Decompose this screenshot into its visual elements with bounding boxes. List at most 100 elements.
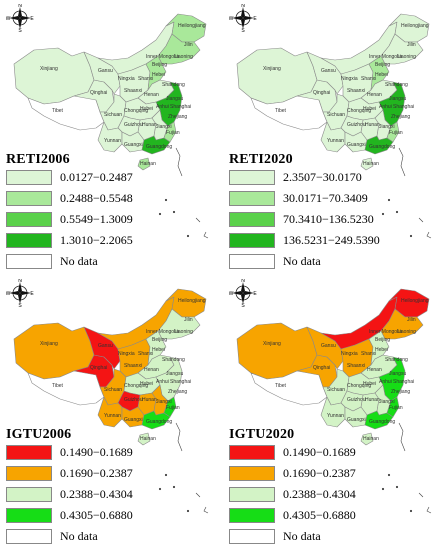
legend-label: 0.2388−0.4304 [283, 487, 356, 501]
region-jilin-liaoning [157, 33, 201, 65]
label-shanghai: Shanghai [393, 379, 414, 385]
label-tibet: Tibet [275, 383, 287, 389]
label-gansu: Gansu [98, 343, 113, 349]
label-guangdong: Guangdong [369, 419, 395, 425]
label-ningxia: Ningxia [118, 76, 135, 82]
label-tibet: Tibet [52, 383, 64, 389]
label-hunan: Hunan [142, 397, 157, 403]
label-jiangsu: Jiangsu [389, 96, 406, 102]
label-anhui: Anhui [379, 104, 392, 110]
legend-swatch [229, 466, 275, 481]
label-liaoning: Liaoning [397, 54, 416, 60]
label-hunan: Hunan [365, 397, 380, 403]
region-jilin-liaoning [380, 308, 424, 340]
legend-swatch [6, 466, 52, 481]
label-xinjiang: Xinjiang [40, 341, 58, 347]
legend-swatch [229, 487, 275, 502]
compass-rose-icon: N S E W [6, 279, 34, 307]
label-zhejiang: Zhejiang [168, 114, 187, 120]
legend-label: 0.1690−0.2387 [60, 466, 133, 480]
label-jiangsu: Jiangsu [166, 96, 183, 102]
region-fujian [163, 396, 177, 418]
region-jilin-liaoning [157, 308, 201, 340]
legend-label: 0.2388−0.4304 [60, 487, 133, 501]
south-china-sea-islands [158, 422, 209, 514]
legend-swatch-nodata [229, 254, 275, 269]
label-guangdong: Guangdong [369, 144, 395, 150]
label-heilongjiang: Heilongjiang [401, 298, 429, 304]
label-shandong: Shandong [162, 82, 185, 88]
map-panel-reti2020: Xinjiang Tibet Qinghai Gansu Inner Mongo… [223, 0, 445, 275]
label-hebei: Hebei [152, 347, 165, 353]
legend-label-nodata: No data [60, 254, 98, 268]
compass-n: N [241, 4, 245, 9]
label-hainan: Hainan [363, 161, 379, 167]
label-hubei: Hubei [140, 381, 153, 387]
label-hebei: Hebei [375, 347, 388, 353]
legend-swatch [6, 212, 52, 227]
label-gansu: Gansu [321, 68, 336, 74]
label-heilongjiang: Heilongjiang [178, 23, 206, 29]
legend-swatch-nodata [6, 254, 52, 269]
region-heilongjiang [165, 288, 207, 318]
label-guizhou: Guizhou [347, 397, 366, 403]
label-chongqing: Chongqing [347, 383, 371, 389]
legend-label: 0.1690−0.2387 [283, 466, 356, 480]
label-jiangxi: Jiangxi [156, 399, 172, 405]
label-tibet: Tibet [275, 108, 287, 114]
label-shanghai: Shanghai [170, 104, 191, 110]
legend-swatch [229, 191, 275, 206]
south-china-sea-islands [158, 147, 209, 239]
label-yunnan: Yunnan [327, 138, 344, 144]
label-hunan: Hunan [365, 122, 380, 128]
legend-label: 0.0127−0.2487 [60, 170, 133, 184]
label-hebei: Hebei [375, 72, 388, 78]
compass-s: S [18, 303, 22, 307]
label-heilongjiang: Heilongjiang [401, 23, 429, 29]
region-guangdong [364, 410, 394, 430]
compass-s: S [18, 28, 22, 32]
legend-label: 1.3010−2.2065 [60, 233, 133, 247]
legend-swatch [229, 170, 275, 185]
legend-swatch [229, 445, 275, 460]
compass-rose-icon: N S E W [229, 4, 257, 32]
label-beijing: Beijing [375, 62, 390, 68]
label-henan: Henan [367, 92, 382, 98]
label-shandong: Shandong [162, 357, 185, 363]
label-jilin: Jilin [407, 317, 416, 323]
label-gansu: Gansu [321, 343, 336, 349]
region-qinghai [296, 79, 338, 113]
legend-swatch [6, 191, 52, 206]
legend-label: 0.4305−0.6880 [283, 508, 356, 522]
region-east-coast [155, 81, 183, 127]
china-map: Xinjiang Tibet Qinghai Gansu Inner Mongo… [13, 13, 209, 239]
label-qinghai: Qinghai [90, 365, 107, 371]
label-fujian: Fujian [389, 405, 403, 411]
label-hebei: Hebei [152, 72, 165, 78]
label-inner-mongolia: Inner Mongolia [369, 329, 402, 335]
label-liaoning: Liaoning [174, 329, 193, 335]
legend-label: 0.1490−0.1689 [283, 445, 356, 459]
compass-w: W [229, 16, 234, 22]
province-labels: Xinjiang Tibet Qinghai Gansu Inner Mongo… [40, 23, 206, 167]
compass-e: E [30, 291, 34, 297]
region-east-coast [378, 81, 406, 127]
label-xinjiang: Xinjiang [263, 341, 281, 347]
label-shaanxi: Shaanxi [124, 88, 142, 94]
label-chongqing: Chongqing [124, 383, 148, 389]
legend-swatch [229, 508, 275, 523]
label-shanxi: Shanxi [361, 351, 376, 357]
label-shandong: Shandong [385, 82, 408, 88]
label-guangxi: Guangxi [124, 142, 143, 148]
region-fujian [386, 121, 400, 143]
label-qinghai: Qinghai [90, 90, 107, 96]
label-beijing: Beijing [375, 337, 390, 343]
label-zhejiang: Zhejiang [391, 389, 410, 395]
label-xinjiang: Xinjiang [263, 66, 281, 72]
region-qinghai [73, 79, 115, 113]
legend-label: 0.2488−0.5548 [60, 191, 133, 205]
label-guangdong: Guangdong [146, 419, 172, 425]
label-jiangxi: Jiangxi [379, 124, 395, 130]
label-anhui: Anhui [379, 379, 392, 385]
label-hainan: Hainan [140, 161, 156, 167]
